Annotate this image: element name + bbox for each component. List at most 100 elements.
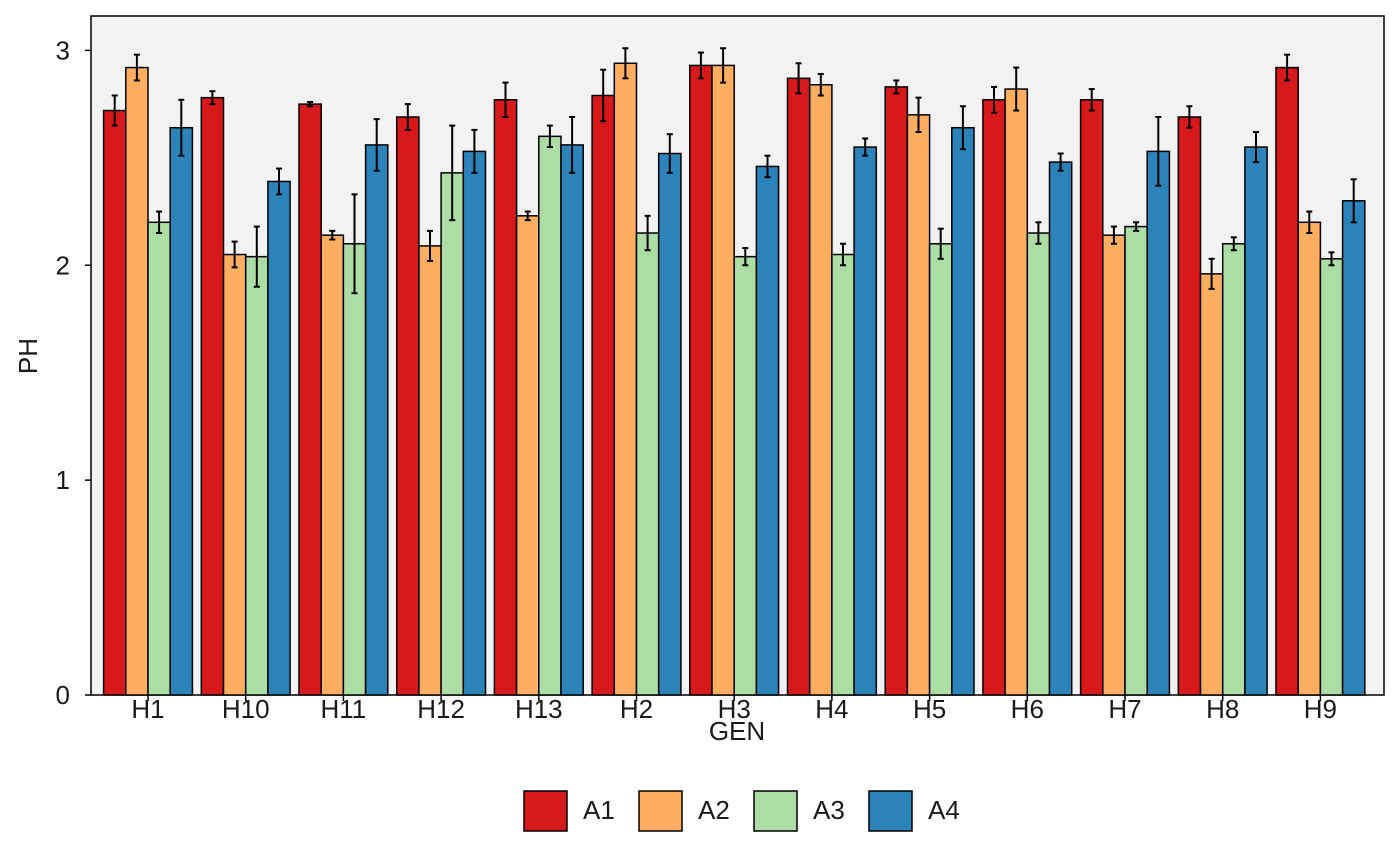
bar-A4-H4: [853, 146, 878, 696]
bar-A3-H11: [342, 243, 367, 696]
error-bar-A4-H4: [862, 137, 869, 157]
bar-A2-H1: [125, 66, 149, 696]
error-bar-A3-H12: [449, 124, 456, 222]
bar-A1-H8: [1177, 116, 1202, 696]
error-bar-A2-H3: [720, 47, 727, 84]
error-bar-A2-H12: [427, 229, 433, 262]
error-bar-A2-H10: [231, 240, 238, 269]
bar-A3-H6: [1026, 232, 1051, 696]
error-bar-A4-H6: [1057, 152, 1064, 172]
legend-label-A1: A1: [583, 795, 615, 825]
bar-A4-H5: [951, 126, 975, 696]
bar-A3-H3: [733, 255, 758, 696]
bar-A1-H6: [982, 99, 1006, 696]
bar-A2-H5: [906, 114, 931, 696]
bar-A4-H3: [755, 165, 780, 696]
bar-A3-H8: [1221, 243, 1246, 696]
bar-A3-H5: [928, 243, 953, 696]
error-bar-A4-H5: [959, 105, 966, 151]
legend-label-A2: A2: [698, 795, 730, 825]
error-bar-A4-H1: [178, 98, 185, 157]
legend-swatch-A4: [868, 790, 913, 832]
error-bar-A3-H1: [156, 210, 163, 235]
error-bar-A3-H7: [1133, 221, 1140, 232]
legend: A1 A2 A3 A4: [523, 790, 960, 832]
bar-A1-H11: [298, 103, 322, 696]
bar-A4-H2: [657, 152, 682, 696]
bar-A1-H5: [884, 86, 909, 696]
x-tick-label-H9: H9: [1304, 694, 1337, 724]
bar-A3-H4: [831, 253, 855, 696]
x-tick-label-H1: H1: [131, 694, 164, 724]
bar-A1-H7: [1079, 99, 1104, 696]
error-bar-A3-H10: [253, 225, 260, 288]
x-tick-label-H6: H6: [1011, 694, 1044, 724]
legend-item-A2: A2: [638, 790, 730, 832]
error-bar-A4-H11: [373, 118, 380, 172]
error-bar-A3-H8: [1230, 236, 1237, 252]
error-bar-A2-H9: [1306, 210, 1313, 235]
x-tick-label-H12: H12: [417, 694, 465, 724]
error-bar-A3-H4: [840, 242, 846, 267]
y-tick-label-0: 0: [56, 680, 70, 710]
x-axis-title: GEN: [709, 716, 765, 746]
x-tick-label-H4: H4: [815, 694, 848, 724]
error-bar-A1-H7: [1088, 88, 1095, 112]
bar-A4-H10: [267, 180, 291, 696]
bar-A2-H7: [1102, 234, 1126, 696]
bar-A2-H4: [808, 84, 833, 696]
error-bar-A2-H2: [622, 47, 629, 80]
legend-item-A1: A1: [523, 790, 615, 832]
x-tick-label-H8: H8: [1206, 694, 1239, 724]
error-bar-A1-H5: [893, 79, 900, 95]
error-bar-A1-H3: [697, 51, 704, 80]
bar-A3-H9: [1319, 258, 1344, 696]
error-bar-A3-H13: [546, 124, 553, 149]
error-bar-A4-H13: [569, 115, 576, 174]
error-bar-A2-H13: [524, 210, 531, 222]
error-bar-A2-H6: [1013, 66, 1020, 112]
y-axis-title: PH: [13, 338, 43, 374]
error-bar-A4-H3: [764, 154, 771, 179]
legend-item-A4: A4: [868, 790, 960, 832]
error-bar-A2-H1: [133, 53, 140, 82]
bar-A1-H3: [689, 64, 713, 696]
bar-A4-H1: [169, 126, 194, 696]
error-bar-A2-H7: [1110, 225, 1117, 245]
error-bar-A1-H8: [1186, 105, 1193, 129]
error-bar-A1-H2: [600, 68, 607, 123]
error-bar-A2-H4: [817, 73, 824, 97]
x-tick-label-H5: H5: [913, 694, 946, 724]
x-tick-label-H13: H13: [515, 694, 563, 724]
legend-swatch-A3: [753, 790, 798, 832]
legend-swatch-A1: [523, 790, 568, 832]
axes-layer: H1 H10 H11 H12 H13 H2 H3 H4 H5 H6 H7 H8 H9 0 1 2 3: [56, 35, 1337, 724]
bar-A3-H2: [635, 232, 660, 696]
error-bar-A4-H9: [1350, 178, 1357, 224]
bar-A1-H1: [102, 109, 127, 696]
error-bar-A1-H13: [502, 81, 509, 118]
x-tick-label-H7: H7: [1108, 694, 1141, 724]
error-bar-A1-H11: [307, 100, 314, 108]
bar-A3-H7: [1124, 225, 1148, 696]
bar-A2-H6: [1004, 88, 1029, 696]
bars-layer: [102, 47, 1366, 696]
bar-A4-H11: [364, 144, 389, 696]
bar-A1-H4: [786, 77, 811, 696]
error-bar-A4-H2: [666, 133, 673, 174]
error-bar-A3-H5: [937, 227, 944, 260]
error-bar-A1-H1: [111, 94, 118, 127]
error-bar-A1-H10: [209, 90, 216, 106]
bar-A3-H12: [440, 172, 465, 696]
error-bar-A1-H12: [404, 103, 411, 131]
x-tick-label-H2: H2: [620, 694, 653, 724]
legend-item-A3: A3: [753, 790, 845, 832]
x-tick-label-H10: H10: [222, 694, 270, 724]
error-bar-A4-H12: [471, 128, 478, 174]
error-bar-A1-H4: [795, 62, 802, 95]
error-bar-A4-H10: [276, 167, 282, 196]
bar-A1-H10: [200, 96, 225, 696]
x-tick-label-H3: H3: [718, 694, 751, 724]
bar-A4-H8: [1244, 146, 1268, 696]
